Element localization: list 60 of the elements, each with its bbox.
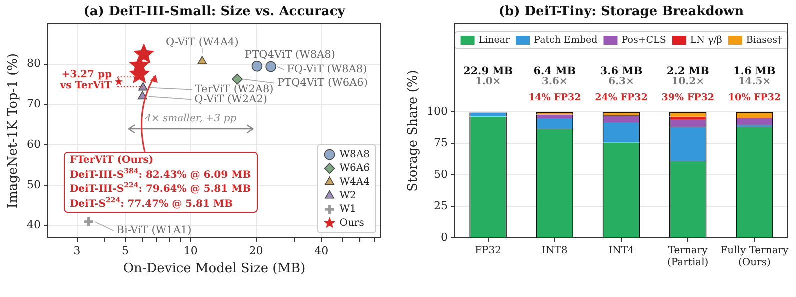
x-tick-label: 10 xyxy=(184,244,198,258)
text: FTerViT (Ours) DeiT-III-S$^{384}$: 82.43% @ 6.09 MB DeiT-III-S$^{224}$: 79.64% @ 5.81 MB DeiT-S$^{224}$: 77.47% @ 5.81 MB xyxy=(70,155,252,210)
annotation: 14% FP32 xyxy=(528,92,582,104)
annotation: 14.5× xyxy=(738,76,772,88)
data-label: Q-ViT (W2A2) xyxy=(194,93,268,106)
legend-label: Ours xyxy=(340,218,364,229)
annotation: 4× smaller, +3 pp xyxy=(144,114,238,125)
y-tick-label: 50 xyxy=(27,178,41,192)
x-tick-label: Fully Ternary (Ours) xyxy=(720,246,790,269)
y-tick-label: 40 xyxy=(27,218,41,232)
data-label: TerViT (W2A8) xyxy=(195,84,274,96)
data-label: Q-ViT (W4A4) xyxy=(166,36,239,48)
chart-title: (b) DeiT-Tiny: Storage Breakdown xyxy=(498,4,745,20)
x-tick-label: 40 xyxy=(314,244,329,258)
legend-label: W6A6 xyxy=(340,163,370,174)
annotation: 2.2 MB xyxy=(666,66,710,78)
chart-title: (a) DeiT-III-Small: Size vs. Accuracy xyxy=(84,4,346,20)
x-tick-label: INT4 xyxy=(608,246,634,257)
annotation: 1.6 MB xyxy=(733,66,776,78)
data-label: PTQ4ViT (W8A8) xyxy=(245,49,336,62)
annotation: 10.2× xyxy=(672,76,704,88)
x-axis-title: On-Device Model Size (MB) xyxy=(123,262,306,277)
y-axis-title: ImageNet-1K Top-1 (%) xyxy=(6,53,22,209)
y-tick-label: 100 xyxy=(427,104,448,118)
annotation: 39% FP32 xyxy=(662,92,714,104)
annotation: 6.4 MB xyxy=(534,66,576,78)
legend-label: Linear xyxy=(478,34,511,46)
y-axis-title: Storage Share (%) xyxy=(406,70,422,192)
x-tick-label: INT8 xyxy=(542,246,568,257)
y-tick-label: 80 xyxy=(27,57,41,70)
y-tick-label: 75 xyxy=(434,136,448,150)
x-tick-label: 20 xyxy=(249,244,264,258)
legend-label: W1 xyxy=(340,204,356,216)
annotation: 6.3× xyxy=(608,76,634,88)
annotation: 3.6 MB xyxy=(600,66,643,78)
legend-label: W8A8 xyxy=(340,149,370,160)
legend-label: Pos+CLS xyxy=(622,34,666,46)
y-tick-label: 60 xyxy=(27,138,41,151)
annotation: +3.27 pp vs TerViT xyxy=(59,70,112,92)
y-tick-label: 50 xyxy=(434,168,448,181)
annotation: 10% FP32 xyxy=(728,92,782,104)
annotation: 24% FP32 xyxy=(595,92,648,104)
y-tick-label: 0 xyxy=(441,230,448,244)
legend-label: Biases† xyxy=(746,34,782,46)
annotation: 3.6× xyxy=(542,76,568,88)
legend-label: W4A4 xyxy=(340,176,370,188)
data-label: PTQ4ViT (W6A6) xyxy=(278,77,368,90)
legend-label: W2 xyxy=(340,190,356,202)
x-tick-label: FP32 xyxy=(475,246,502,257)
data-label: FQ-ViT (W8A8) xyxy=(287,64,368,76)
annotation: 22.9 MB xyxy=(463,66,514,78)
y-tick-label: 70 xyxy=(27,98,41,111)
legend-label: Patch Embed xyxy=(534,34,598,46)
y-tick-label: 25 xyxy=(434,199,448,212)
annotation: 1.0× xyxy=(475,76,502,88)
x-tick-label: Ternary (Partial) xyxy=(668,246,709,269)
x-tick-label: 3 xyxy=(74,244,81,258)
legend-label: LN γ/β xyxy=(690,34,723,46)
x-tick-label: 5 xyxy=(122,244,129,258)
data-label: Bi-ViT (W1A1) xyxy=(116,224,192,237)
